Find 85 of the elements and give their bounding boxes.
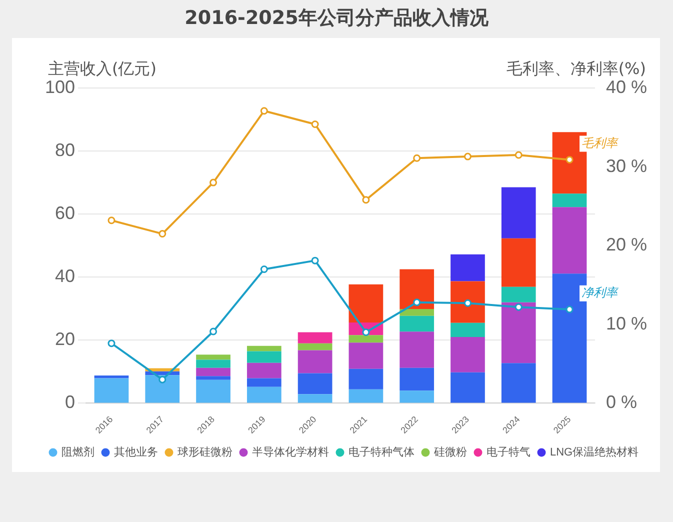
- bar: [348, 284, 384, 323]
- bar: [400, 332, 434, 368]
- bar: [94, 378, 129, 403]
- bar: [246, 351, 282, 363]
- legend-label: 半导体化学材料: [252, 446, 329, 459]
- point: [413, 154, 421, 162]
- point: [514, 151, 522, 159]
- y2-tick-label: 30 %: [606, 156, 648, 176]
- y2-axis-title: 毛利率、净利率(%): [506, 59, 646, 78]
- bar: [246, 346, 282, 352]
- point: [362, 328, 370, 336]
- legend-label: 其他业务: [114, 446, 158, 459]
- y2-tick-label: 40 %: [606, 76, 648, 97]
- bar: [298, 343, 332, 350]
- legend-label: 硅微粉: [433, 446, 467, 459]
- bar: [196, 380, 230, 403]
- point: [566, 156, 574, 164]
- point: [464, 299, 472, 307]
- y-tick-label: 80: [55, 140, 76, 160]
- bar: [450, 322, 485, 338]
- bar: [501, 302, 536, 364]
- bar: [246, 362, 282, 378]
- legend-label: 阻燃剂: [62, 446, 94, 459]
- bar: [400, 368, 434, 391]
- y-tick-label: 20: [55, 329, 76, 350]
- bar: [196, 368, 230, 376]
- y2-tick-label: 0 %: [606, 392, 638, 412]
- y-tick-label: 40: [55, 266, 76, 286]
- bar: [400, 316, 434, 332]
- point: [413, 298, 421, 306]
- bar: [450, 372, 485, 403]
- point: [260, 265, 268, 273]
- bar: [501, 286, 536, 302]
- point: [311, 120, 319, 128]
- point: [108, 340, 116, 348]
- point: [260, 107, 268, 115]
- bar: [450, 281, 485, 323]
- bar: [298, 394, 332, 403]
- bar: [298, 332, 332, 344]
- bar: [501, 363, 536, 403]
- chart-title: 2016-2025年公司分产品收入情况: [184, 6, 490, 31]
- bar: [450, 337, 485, 372]
- point: [158, 230, 166, 238]
- y2-tick-label: 20 %: [606, 234, 648, 255]
- y-tick-label: 0: [65, 392, 76, 412]
- legend-label: 电子特种气体: [348, 446, 414, 459]
- bar: [501, 238, 536, 287]
- series-label: 毛利率: [582, 136, 620, 150]
- bar: [400, 390, 434, 403]
- bar: [348, 389, 384, 403]
- point: [311, 256, 319, 264]
- point: [464, 152, 472, 160]
- point: [158, 376, 166, 384]
- bar: [501, 187, 536, 238]
- bar: [145, 375, 180, 403]
- y2-tick-label: 10 %: [606, 313, 648, 334]
- bar: [246, 378, 282, 387]
- legend-label: LNG保温绝热材料: [550, 446, 639, 459]
- series-label: 净利率: [582, 286, 620, 300]
- bar: [400, 308, 434, 316]
- bar: [246, 386, 282, 403]
- bar: [450, 254, 485, 282]
- bar: [298, 350, 332, 374]
- bar: [196, 360, 230, 368]
- y-axis-title: 主营收入(亿元): [48, 59, 156, 78]
- point: [566, 306, 574, 314]
- y-tick-label: 60: [55, 203, 76, 224]
- point: [210, 328, 218, 336]
- y-tick-label: 100: [44, 76, 76, 97]
- bar: [348, 335, 384, 343]
- bar: [94, 375, 129, 378]
- legend-label: 电子特气: [486, 446, 530, 459]
- bar: [400, 269, 434, 309]
- point: [210, 178, 218, 186]
- bar: [196, 354, 230, 360]
- bar: [552, 207, 587, 274]
- bar: [552, 194, 587, 208]
- bar: [348, 342, 384, 369]
- point: [362, 196, 370, 204]
- bar: [348, 368, 384, 390]
- bar: [196, 376, 230, 380]
- bar: [298, 373, 332, 394]
- point: [514, 303, 522, 311]
- point: [108, 216, 116, 224]
- legend-label: 球形硅微粉: [178, 446, 232, 459]
